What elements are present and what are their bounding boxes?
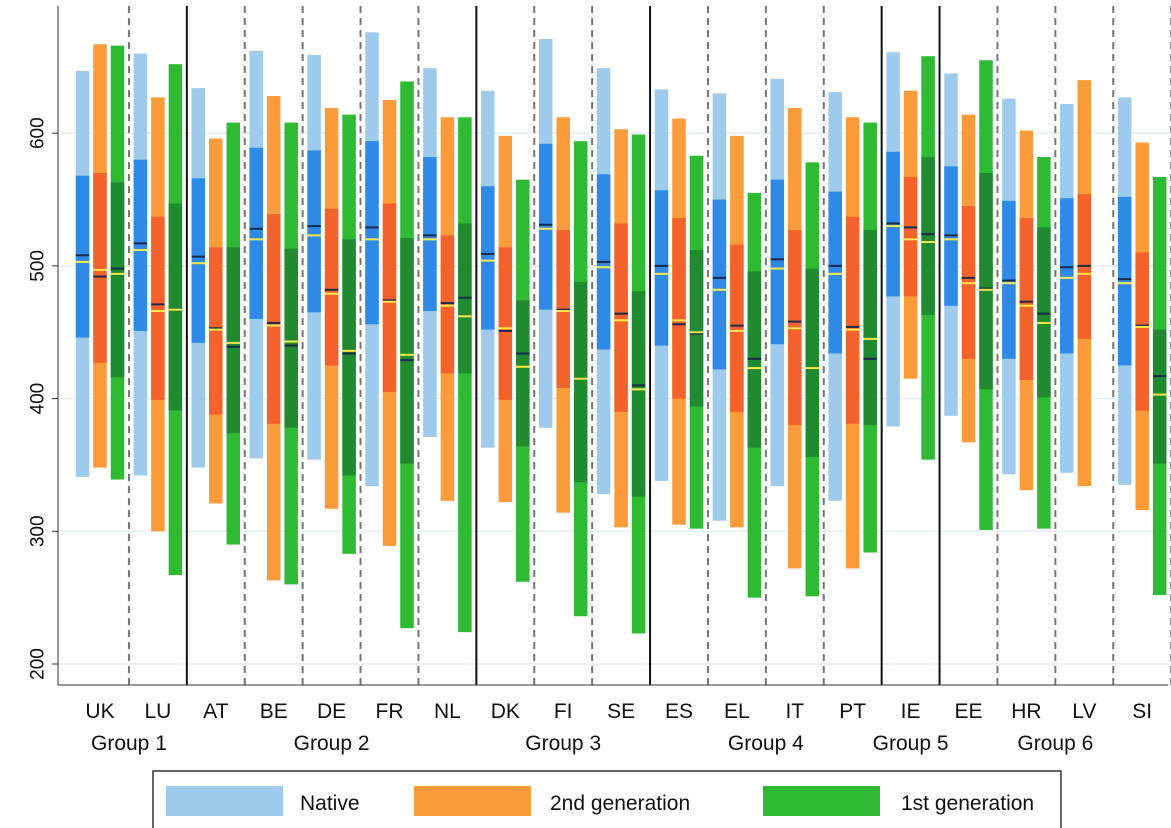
bar-LU-second-p25-p75 — [151, 216, 165, 400]
bars — [75, 32, 1167, 634]
bar-DK-first-p25-p75 — [516, 300, 530, 447]
bar-NL-first-p5-p95 — [458, 117, 472, 633]
x-labels: UK LU AT BE DE FR NL DK FI SE ES EL IT PT IE EE HR LV SI Gr… — [85, 700, 1152, 755]
bar-FR-second-p25-p75 — [382, 203, 397, 392]
bar-ES-second-p25-p75 — [672, 218, 686, 399]
x-label-SE: SE — [607, 700, 635, 723]
bar-DE-native-p25-p75 — [307, 150, 321, 313]
bar-IE-first-p25-p75 — [921, 157, 935, 315]
legend-label-native: Native — [300, 792, 360, 815]
separators — [127, 6, 1171, 685]
y-tick-label: 400 — [28, 383, 49, 415]
bar-HR-first-p25-p75 — [1037, 227, 1051, 398]
bar-SE-first-p25-p75 — [631, 291, 646, 497]
x-label-ES: ES — [665, 700, 693, 723]
bar-AT-first-p25-p75 — [226, 247, 241, 434]
bar-AT-native-p25-p75 — [191, 178, 206, 343]
group-label: Group 4 — [728, 732, 804, 755]
x-label-DK: DK — [491, 700, 520, 723]
bar-BE-second-p25-p75 — [266, 214, 281, 424]
bar-DE-first-p25-p75 — [342, 239, 356, 476]
bar-FR-native-p25-p75 — [365, 141, 379, 325]
x-label-FR: FR — [376, 700, 404, 723]
x-label-SI: SI — [1132, 700, 1152, 723]
bar-UK-native-p25-p75 — [75, 175, 90, 338]
bar-IE-second-p25-p75 — [903, 176, 918, 297]
bar-ES-native-p25-p75 — [654, 190, 669, 346]
bar-HR-second-p25-p75 — [1019, 218, 1034, 381]
legend-swatch-second — [414, 786, 531, 816]
bar-BE-native-p25-p75 — [249, 147, 263, 319]
x-label-LU: LU — [144, 700, 171, 723]
bar-UK-first-p25-p75 — [110, 182, 125, 378]
group-label: Group 6 — [1017, 732, 1093, 755]
bar-EL-second-p25-p75 — [730, 244, 744, 412]
bar-BE-first-p25-p75 — [284, 248, 298, 428]
y-tick-label: 600 — [28, 117, 49, 149]
x-label-NL: NL — [434, 700, 461, 723]
y-tick-label: 500 — [28, 250, 49, 282]
group-label: Group 5 — [873, 732, 949, 755]
bar-LU-native-p25-p75 — [133, 159, 148, 331]
bar-SI-first-p25-p75 — [1152, 329, 1167, 464]
x-label-IT: IT — [785, 700, 804, 723]
x-label-DE: DE — [317, 700, 346, 723]
bar-PT-second-p25-p75 — [845, 216, 860, 424]
y-tick-label: 300 — [28, 515, 49, 547]
x-label-BE: BE — [260, 700, 288, 723]
bar-DK-native-p25-p75 — [481, 186, 495, 330]
gridlines — [58, 132, 1168, 665]
legend-box — [152, 770, 1062, 828]
x-label-AT: AT — [203, 700, 228, 723]
x-label-FI: FI — [554, 700, 573, 723]
bar-LU-first-p25-p75 — [168, 203, 183, 411]
bar-IT-first-p25-p75 — [805, 268, 820, 457]
legend-label-first: 1st generation — [901, 792, 1034, 815]
bar-DE-second-p25-p75 — [324, 208, 339, 366]
bar-UK-second-p25-p75 — [93, 173, 107, 363]
axes: 200 300 400 500 600 — [28, 6, 1168, 686]
bar-SE-second-p25-p75 — [614, 223, 628, 412]
x-label-LV: LV — [1072, 700, 1096, 723]
y-tick-label: 200 — [28, 648, 49, 680]
bar-FI-native-p25-p75 — [538, 143, 553, 310]
x-label-HR: HR — [1011, 700, 1041, 723]
x-label-EE: EE — [954, 700, 982, 723]
bar-DK-second-p25-p75 — [498, 247, 513, 400]
x-label-EL: EL — [724, 700, 750, 723]
bar-EE-first-p25-p75 — [979, 173, 993, 390]
bar-SI-native-p25-p75 — [1117, 196, 1132, 366]
bar-IT-native-p25-p75 — [770, 179, 785, 345]
group-label: Group 2 — [294, 732, 370, 755]
bar-FR-first-p25-p75 — [400, 238, 414, 464]
legend-swatch-native — [166, 786, 283, 816]
bar-NL-native-p25-p75 — [423, 157, 437, 312]
group-label: Group 1 — [91, 732, 167, 755]
bar-NL-second-p25-p75 — [440, 235, 455, 374]
bar-ES-first-p25-p75 — [689, 249, 704, 407]
x-label-IE: IE — [901, 700, 921, 723]
bar-AT-second-p25-p75 — [209, 247, 223, 415]
group-label: Group 3 — [525, 732, 601, 755]
bar-SI-second-p25-p75 — [1135, 252, 1149, 411]
bar-PT-first-p25-p75 — [863, 230, 877, 426]
legend-swatch-first — [763, 786, 880, 816]
legend-label-second: 2nd generation — [550, 792, 690, 815]
bar-EL-native-p25-p75 — [712, 199, 727, 370]
bar-LV-native-p25-p75 — [1060, 198, 1074, 354]
legend: Native 2nd generation 1st generation — [152, 770, 1062, 828]
bar-PT-native-p25-p75 — [828, 191, 842, 354]
bar-FI-first-p25-p75 — [573, 281, 588, 483]
x-label-UK: UK — [85, 700, 114, 723]
x-label-PT: PT — [839, 700, 866, 723]
